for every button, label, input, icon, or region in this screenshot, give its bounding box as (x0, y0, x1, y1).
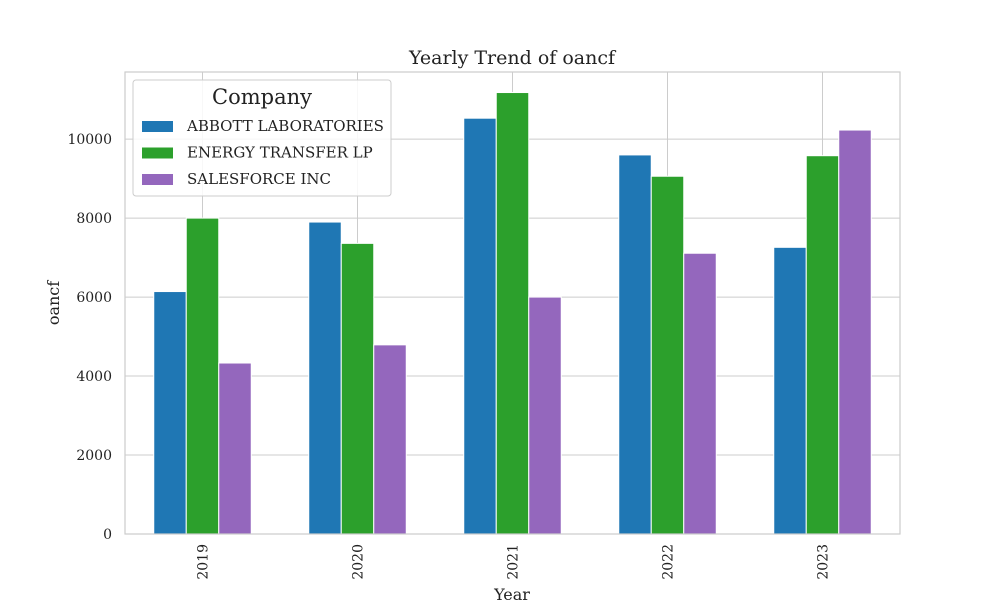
bar (495, 92, 530, 535)
chart-title: Yearly Trend of oancf (408, 47, 617, 69)
legend-label: ENERGY TRANSFER LP (187, 144, 373, 162)
bars-layer (153, 92, 872, 535)
legend-label: SALESFORCE INC (187, 170, 331, 188)
bar (463, 117, 497, 535)
legend-items: ABBOTT LABORATORIES ENERGY TRANSFER LP SAL… (142, 117, 384, 188)
y-tick-label: 10000 (67, 132, 112, 148)
legend-label: ABBOTT LABORATORIES (186, 117, 384, 135)
bar (528, 296, 562, 535)
ticks-layer: 0 2000 4000 6000 8000 10000 2019 2020 2021 2022 20… (67, 132, 831, 580)
x-tick-label: 2019 (196, 544, 212, 580)
y-tick-label: 8000 (76, 211, 112, 227)
legend-swatch (142, 147, 173, 159)
y-tick-label: 6000 (76, 290, 112, 306)
bar (218, 362, 252, 535)
bar (373, 344, 407, 535)
legend-title: Company (212, 85, 312, 109)
bar (185, 217, 220, 535)
plot-frame (124, 71, 901, 535)
legend-swatch (142, 121, 173, 132)
bar (153, 291, 187, 535)
x-tick-label: 2020 (351, 544, 367, 580)
bar (650, 175, 685, 535)
x-axis-title: Year (493, 585, 530, 600)
bar (683, 252, 717, 535)
bar (308, 221, 342, 535)
legend: Company ABBOTT LABORATORIES ENERGY TRANSF… (132, 79, 392, 197)
bar (805, 155, 840, 535)
x-tick-label: 2022 (661, 544, 677, 580)
legend-swatch (142, 174, 173, 185)
y-axis-title: oancf (44, 280, 63, 325)
x-tick-label: 2023 (816, 544, 832, 580)
bar (838, 129, 872, 535)
y-tick-label: 2000 (76, 448, 112, 464)
x-tick-label: 2021 (506, 544, 522, 580)
legend-frame (132, 79, 392, 197)
y-tick-label: 0 (103, 527, 112, 543)
bar (618, 154, 652, 535)
y-tick-label: 4000 (76, 369, 112, 385)
bar (340, 242, 375, 535)
bar (773, 246, 807, 535)
